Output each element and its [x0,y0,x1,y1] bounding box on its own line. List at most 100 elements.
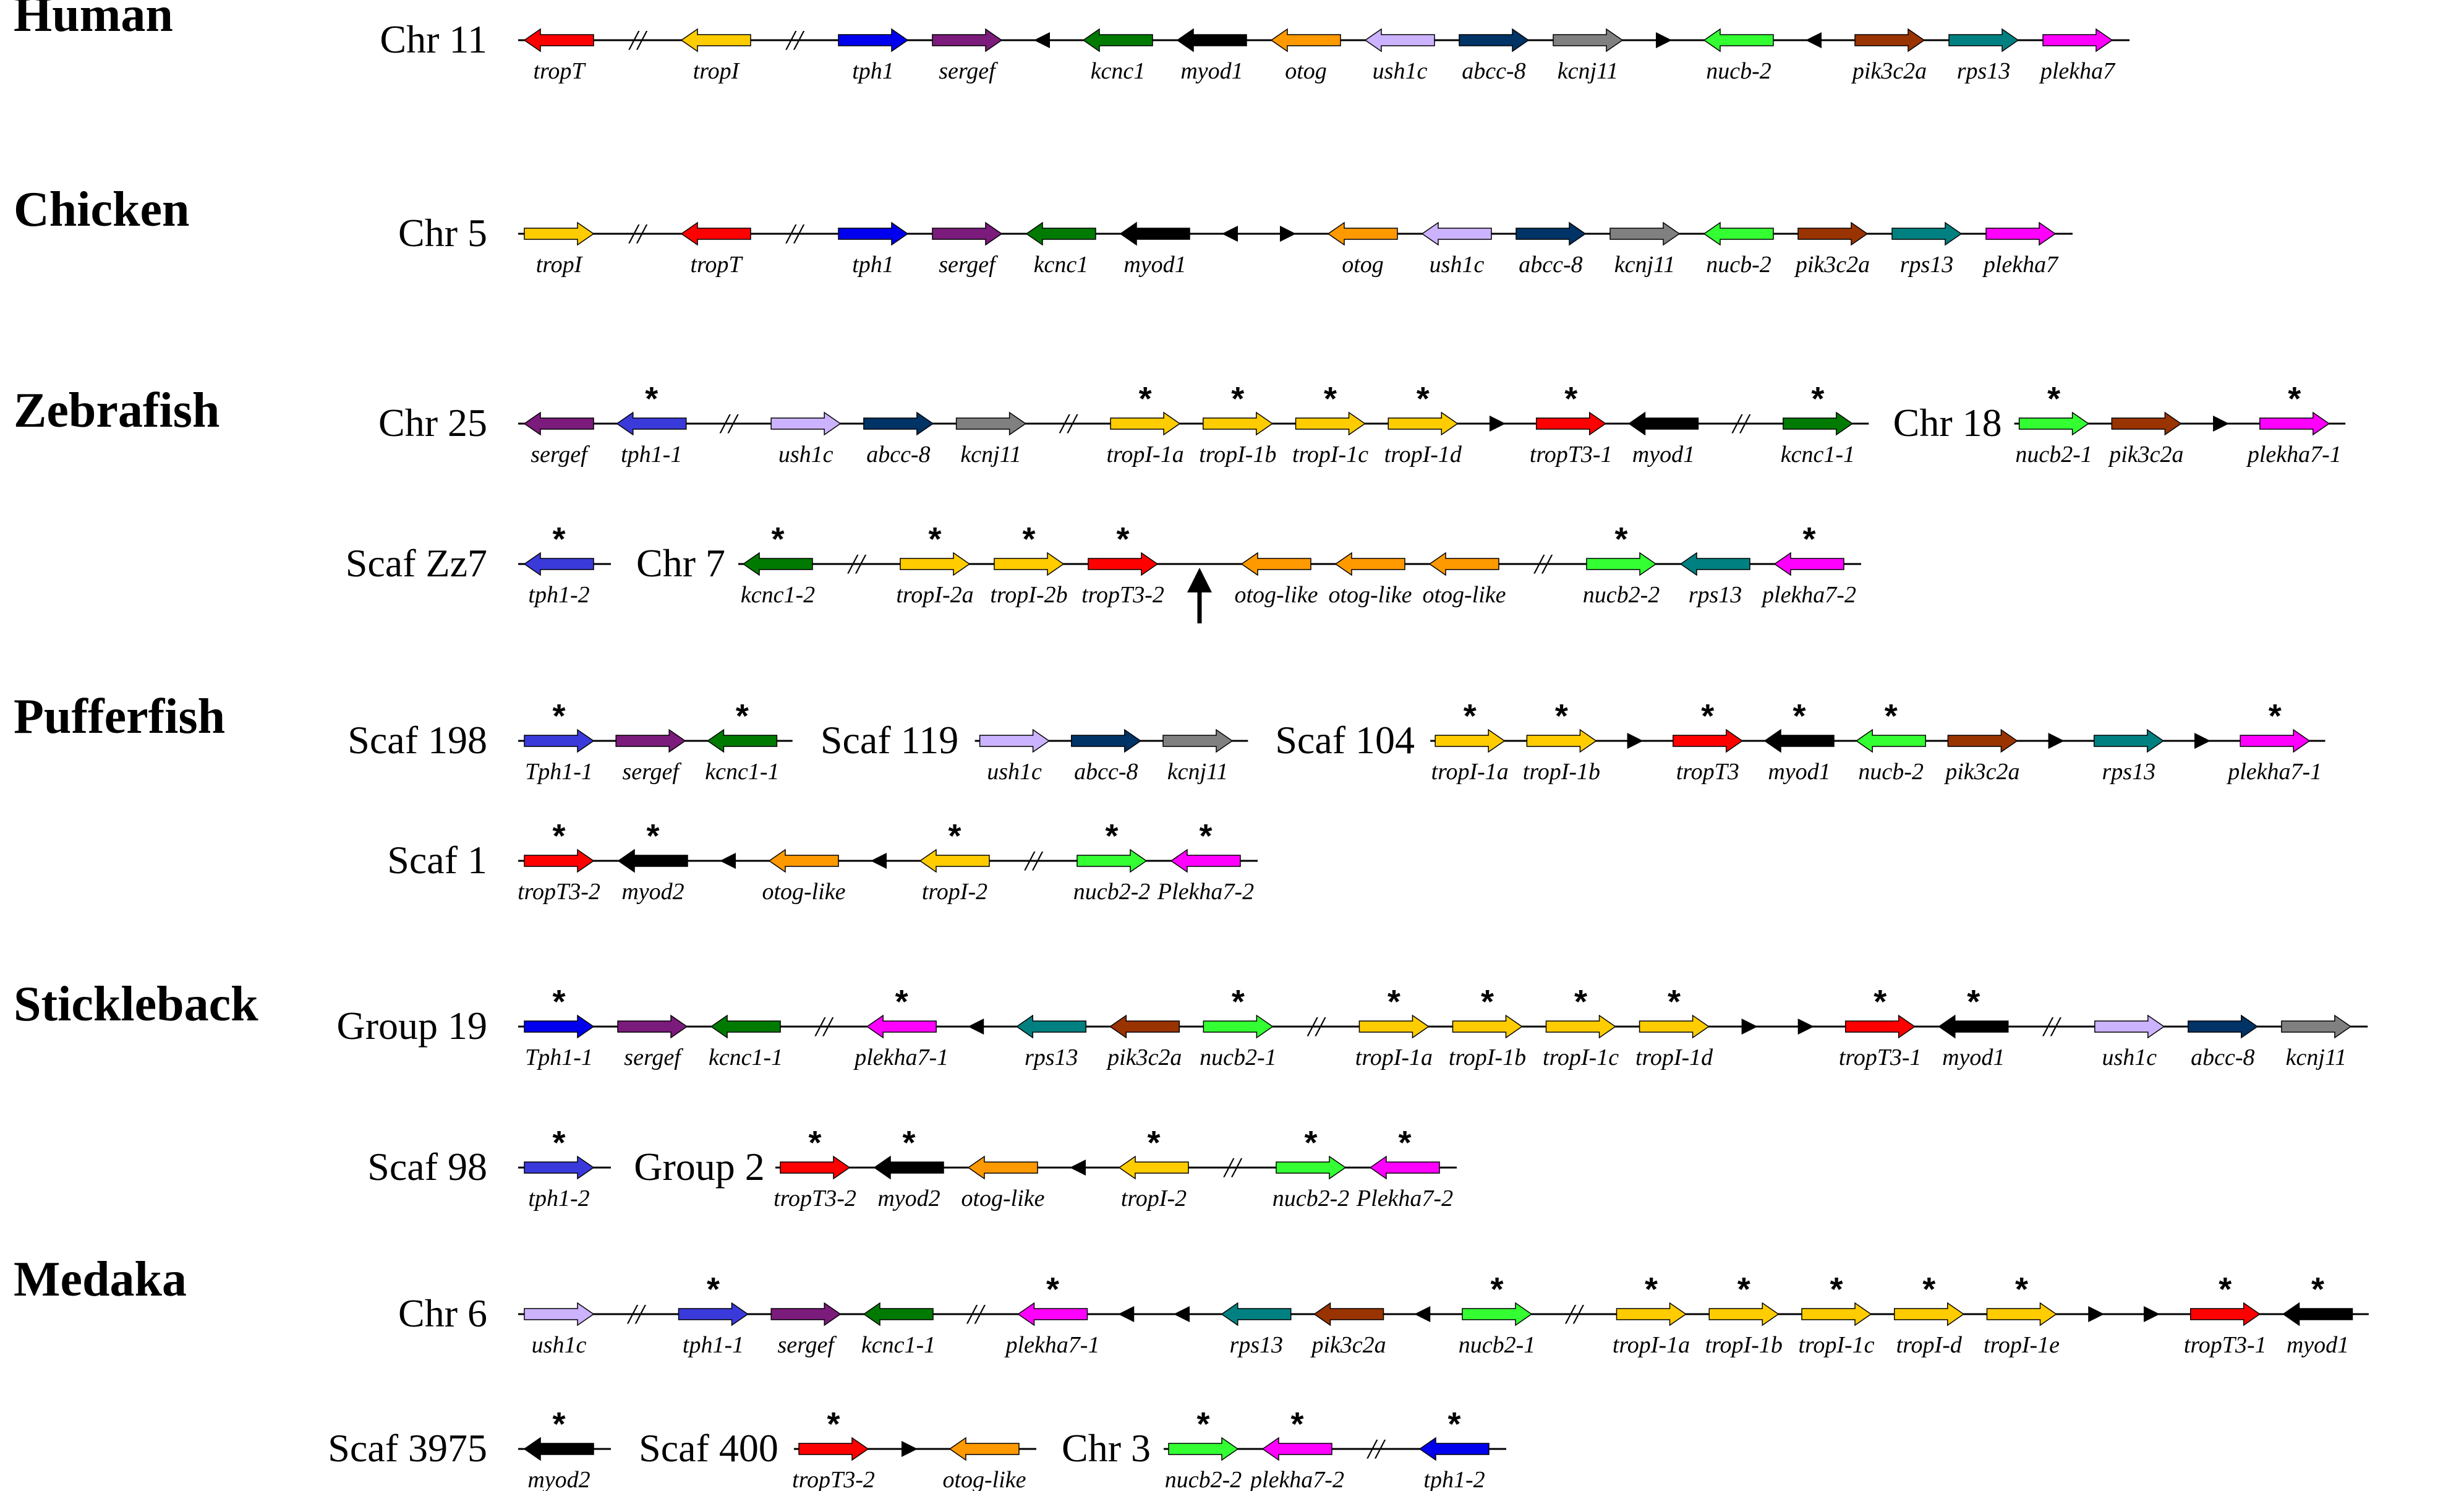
species-name: Pufferfish [14,690,225,744]
track-label: Scaf 1 [387,838,487,882]
gene-label: otog [1285,58,1327,84]
star-marker: * [1105,818,1118,855]
gene-label: nucb-2 [1706,252,1771,278]
gene-label: otog-like [1422,582,1506,608]
track-row: Chr 6 ush1c // tph1-1 * sergef kcnc1-1 // plekha… [398,1271,2369,1358]
gene-label: tropT3-2 [1081,582,1164,608]
gene-label: rps13 [1229,1332,1283,1358]
track-row: Scaf 98 tph1-2 * Group 2 tropT3-2 * myod2 * otog… [367,1124,1457,1211]
gene-label: plekha7-1 [1004,1332,1100,1358]
gene-arrow [524,848,595,873]
gene-label: otog-like [942,1467,1026,1491]
promoter-marker [1741,1019,1758,1035]
gene-arrow [1801,1302,1872,1327]
star-marker: * [1324,380,1337,417]
star-marker: * [1417,380,1430,417]
gene-arrow [1295,411,1366,436]
gene-label: tropT [690,252,743,278]
gene-label: kcnc1-1 [709,1045,783,1070]
gene-arrow [524,1302,595,1327]
star-marker: * [552,698,565,735]
star-marker: * [1811,380,1824,417]
gene-label: ush1c [532,1332,587,1358]
gene-arrow [1855,728,1926,753]
gene-label: nucb2-1 [1459,1332,1536,1358]
promoter-marker [1034,32,1050,48]
star-marker: * [1874,983,1886,1020]
gene-label: tropI-1d [1384,442,1462,468]
promoter-marker [1656,32,1672,48]
gene-label: tph1-2 [528,582,589,608]
gene-label: tropI-2 [1121,1186,1187,1211]
gene-arrow [1639,1014,1710,1039]
gene-arrow [863,1302,934,1327]
star-marker: * [1967,983,1980,1020]
promoter-marker [1222,226,1238,242]
gene-label: tropI-1a [1106,442,1183,468]
star-marker: * [1464,698,1477,735]
gene-arrow [1418,1437,1490,1461]
gene-arrow [710,1014,781,1039]
gene-arrow [524,1155,595,1180]
promoter-marker [2144,1306,2160,1322]
gene-arrow [1628,411,1699,436]
gene-label: sergef [531,442,590,468]
track-label: Chr 6 [398,1291,487,1335]
gene-arrow [2259,411,2330,436]
star-marker: * [1447,1406,1460,1443]
gene-label: myod1 [1123,252,1186,278]
track-label: Scaf 198 [347,718,487,762]
gene-arrow [742,552,813,576]
track-row: Scaf Zz7 tph1-2 * Chr 7 kcnc1-2 * // tropI-2a * t… [346,521,1861,623]
gene-label: sergef [939,252,998,278]
gene-label: kcnj11 [1167,759,1228,785]
gene-arrow [932,221,1003,246]
promoter-marker [2213,416,2230,432]
gene-arrow [866,1014,937,1039]
gene-label: tph1 [852,252,894,278]
break-mark: // [1222,1151,1243,1183]
break-mark: // [1059,408,1079,439]
star-marker: * [1481,983,1494,1020]
star-marker: * [902,1124,915,1161]
track-row: Group 19 Tph1-1 * sergef kcnc1-1 // plekha7-1 *… [336,983,2368,1070]
star-marker: * [646,818,659,855]
promoter-marker [902,1441,918,1457]
gene-label: pik3c2a [1794,252,1870,278]
gene-label: ush1c [2102,1045,2157,1070]
star-marker: * [1231,380,1244,417]
gene-arrow [2042,28,2113,53]
star-marker: * [1668,983,1681,1020]
gene-arrow [1891,221,1963,246]
star-marker: * [928,521,941,558]
promoter-marker [1805,32,1822,48]
gene-arrow [1017,1302,1088,1327]
break-mark: // [785,24,805,56]
gene-label: kcnj11 [2286,1045,2347,1070]
gene-arrow [955,411,1026,436]
track-label: Scaf 98 [367,1145,487,1189]
gene-label: tropT3 [1676,759,1739,785]
gene-label: ush1c [987,759,1042,785]
gene-label: tropT3-1 [1530,442,1613,468]
promoter-marker [1414,1306,1431,1322]
star-marker: * [707,1271,720,1308]
gene-label: nucb2-2 [1583,582,1660,608]
track-row: Scaf 3975 myod2 * Scaf 400 tropT3-2 * otog-lik… [328,1406,1506,1491]
gene-label: tropI-2b [990,582,1067,608]
gene-arrow [523,552,594,576]
star-marker: * [1398,1124,1411,1161]
track-label: Scaf 400 [639,1426,778,1470]
gene-label: tropI-1a [1355,1045,1433,1070]
gene-arrow [1015,1014,1087,1039]
gene-arrow [1462,1302,1533,1327]
gene-label: plekha7-1 [2226,759,2322,785]
gene-arrow [1763,728,1835,753]
star-marker: * [1290,1406,1303,1443]
gene-label: sergef [624,1045,683,1070]
star-marker: * [827,1406,840,1443]
gene-arrow [900,552,971,576]
gene-label: tropI-1c [1292,442,1368,468]
break-mark: // [719,408,740,439]
gene-label: nucb2-1 [2015,442,2092,468]
